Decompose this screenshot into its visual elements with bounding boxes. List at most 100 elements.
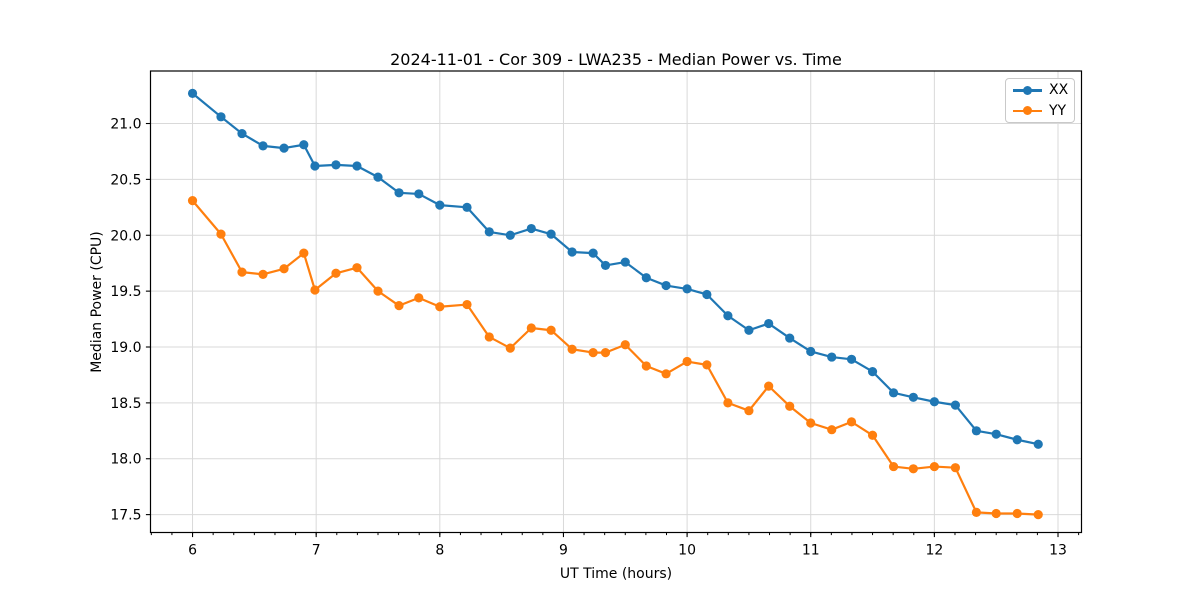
data-point-xx [846,354,857,364]
data-point-xx [744,325,754,335]
data-point-xx [505,230,515,240]
data-point-xx [785,333,795,343]
data-point-xx [971,426,982,436]
x-tick-label: 6 [188,543,197,559]
data-point-xx [929,397,939,407]
data-point-yy [723,398,733,408]
data-point-xx [310,161,320,171]
data-point-xx [526,223,536,234]
data-point-yy [505,343,515,353]
data-point-yy [867,430,878,440]
data-point-xx [682,284,692,294]
data-point-yy [764,381,774,391]
data-point-yy [462,299,472,310]
data-point-yy [414,293,424,303]
legend-swatch-xx [1013,85,1042,95]
x-tick-label: 10 [678,543,696,559]
data-point-xx [187,88,198,98]
data-point-yy [567,344,577,354]
data-point-xx [723,311,733,321]
data-point-yy [785,401,795,411]
data-point-yy [258,269,268,279]
legend-swatch-yy [1013,106,1042,116]
data-point-xx [435,200,445,210]
data-point-xx [352,161,362,171]
x-tick-label: 7 [312,543,321,559]
legend: XX YY [1005,78,1075,123]
legend-entry-yy: YY [1013,103,1067,120]
data-point-yy [588,347,598,358]
data-point-yy [661,369,671,379]
data-point-xx [299,140,309,150]
data-point-xx [237,128,247,139]
data-point-yy [526,323,536,333]
series-line-xx [191,92,1039,446]
data-point-xx [806,346,816,357]
data-point-yy [310,285,320,295]
data-point-xx [1012,435,1022,445]
data-point-yy [1033,510,1043,520]
data-point-yy [435,302,445,312]
data-point-xx [702,289,712,300]
data-point-yy [971,507,982,517]
data-point-xx [1033,439,1043,449]
data-point-xx [216,112,226,122]
data-point-yy [888,461,899,472]
data-point-xx [764,318,774,329]
y-tick-label: 18.0 [110,452,141,468]
data-point-yy [394,301,404,311]
data-point-yy [216,229,226,239]
legend-marker-icon [1023,85,1032,95]
data-point-yy [908,464,918,474]
legend-marker-icon [1023,106,1032,116]
data-point-xx [279,143,289,153]
y-tick-label: 20.5 [110,172,141,188]
data-point-xx [908,392,918,402]
data-point-yy [279,264,289,274]
data-point-xx [258,141,268,151]
data-point-yy [484,332,494,342]
data-point-yy [929,461,939,472]
data-point-yy [827,425,837,435]
x-tick-label: 8 [435,543,444,559]
legend-label-xx: XX [1049,82,1069,99]
y-tick-label: 21.0 [110,117,141,133]
data-point-yy [299,248,309,258]
y-axis-label: Median Power (CPU) [89,231,105,373]
data-point-xx [373,172,383,182]
data-point-yy [682,356,692,367]
data-point-xx [588,248,598,258]
data-point-yy [991,508,1001,519]
data-point-xx [567,247,577,257]
y-tick-label: 18.5 [110,396,141,412]
data-point-xx [641,273,651,283]
data-point-yy [950,463,960,473]
data-point-yy [744,406,754,416]
data-point-yy [702,360,712,370]
legend-label-yy: YY [1049,102,1067,119]
data-point-xx [462,202,472,212]
data-point-xx [950,400,960,410]
data-point-yy [846,417,857,427]
data-point-yy [600,347,611,358]
data-point-yy [237,267,247,277]
x-tick-label: 11 [802,543,820,559]
data-point-xx [484,227,494,237]
data-point-xx [600,260,611,271]
data-point-yy [1012,508,1022,519]
legend-entry-xx: XX [1013,82,1069,99]
data-point-xx [827,352,837,362]
y-tick-label: 20.0 [110,228,141,244]
data-point-yy [546,325,556,335]
x-tick-label: 12 [925,543,943,559]
data-point-xx [331,160,341,170]
y-tick-label: 19.5 [110,284,141,300]
data-point-xx [867,366,878,377]
data-point-xx [991,429,1001,439]
data-point-yy [331,268,341,278]
x-tick-label: 9 [559,543,568,559]
data-point-yy [187,196,198,206]
plot-frame [149,70,1083,534]
